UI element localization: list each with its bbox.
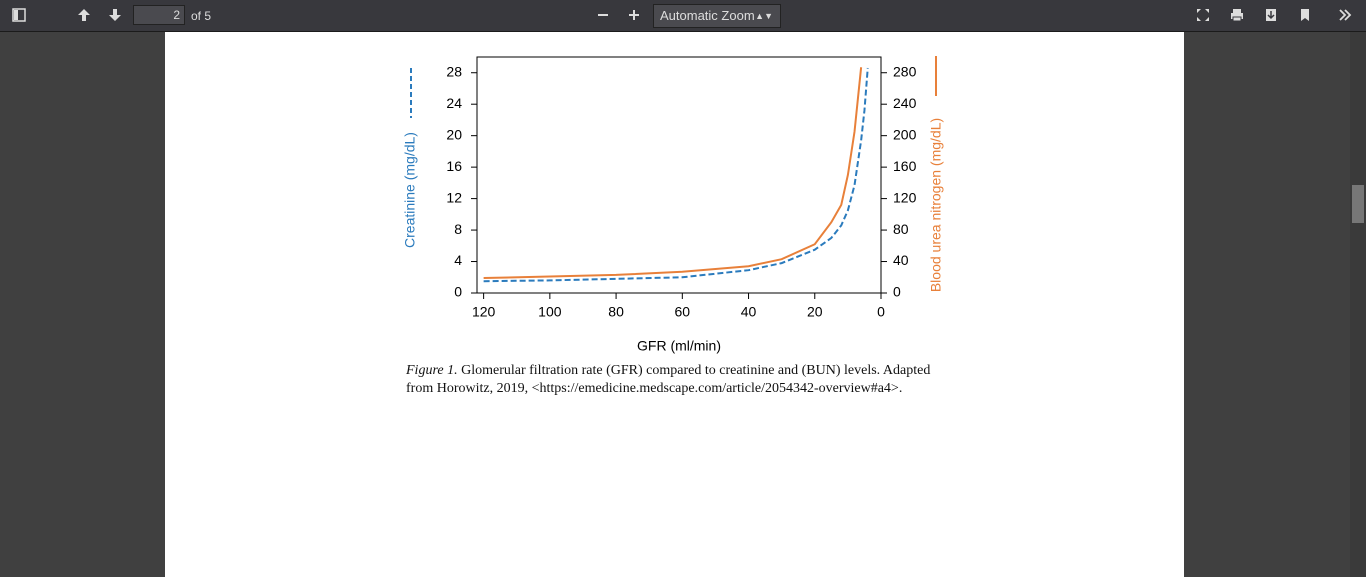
y-tick-label: 20 (446, 126, 462, 142)
y-axis-label: Creatinine (mg/dL) (402, 132, 418, 248)
plot-frame (476, 56, 882, 294)
zoom-select[interactable]: Automatic Zoom ▲▼ (653, 4, 781, 28)
y-tick-label: 12 (446, 189, 462, 205)
x-tick-label: 20 (807, 304, 823, 320)
next-page[interactable] (108, 8, 122, 22)
x-tick-label: 120 (472, 304, 496, 320)
caption-line: Glomerular filtration rate (GFR) compare… (461, 363, 931, 378)
zoom-label: Automatic Zoom (660, 8, 755, 23)
scroll-thumb[interactable] (1352, 185, 1364, 223)
bookmark[interactable] (1298, 8, 1312, 22)
sidebar-toggle[interactable] (12, 8, 26, 22)
download[interactable] (1264, 8, 1278, 22)
y2-tick-label: 240 (893, 95, 917, 111)
y2-tick-label: 160 (893, 158, 917, 174)
y2-tick-label: 40 (893, 252, 909, 268)
y2-tick-label: 0 (893, 284, 901, 300)
x-tick-label: 80 (608, 304, 624, 320)
y2-tick-label: 200 (893, 126, 917, 142)
tools[interactable] (1338, 8, 1352, 22)
page-count: of 5 (191, 9, 212, 23)
y2-axis-label: Blood urea nitrogen (mg/dL) (928, 118, 944, 292)
zoom-out[interactable] (596, 8, 610, 22)
toolbar: 2 of 5 Automatic Zoom ▲▼ (0, 0, 1366, 32)
presentation-mode[interactable] (1196, 8, 1210, 22)
series-line (483, 67, 863, 280)
y-tick-label: 8 (454, 221, 462, 237)
y-tick-label: 24 (446, 95, 462, 111)
print[interactable] (1230, 8, 1244, 22)
y2-tick-label: 120 (893, 189, 917, 205)
x-tick-label: 40 (741, 304, 757, 320)
figure-caption: Figure 1. Glomerular filtration rate (GF… (406, 362, 930, 398)
y-tick-label: 28 (446, 63, 462, 79)
series-line (483, 67, 869, 283)
y-tick-label: 4 (454, 252, 462, 268)
pdf-page (165, 32, 1184, 577)
x-tick-label: 60 (675, 304, 691, 320)
caption-label: Figure 1. (406, 363, 458, 378)
x-tick-label: 100 (538, 304, 562, 320)
caption-line: from Horowitz, 2019, <https://emedicine.… (406, 381, 903, 396)
y2-tick-label: 80 (893, 221, 909, 237)
y-tick-label: 0 (454, 284, 462, 300)
page-number-input[interactable]: 2 (133, 5, 185, 25)
zoom-in[interactable] (627, 8, 641, 22)
y-tick-label: 16 (446, 158, 462, 174)
y2-tick-label: 280 (893, 63, 917, 79)
scrollbar[interactable] (1350, 32, 1366, 577)
x-tick-label: 0 (877, 304, 885, 320)
dropdown-arrow: ▲▼ (755, 11, 773, 21)
x-axis-label: GFR (ml/min) (637, 338, 721, 354)
previous-page[interactable] (77, 8, 91, 22)
